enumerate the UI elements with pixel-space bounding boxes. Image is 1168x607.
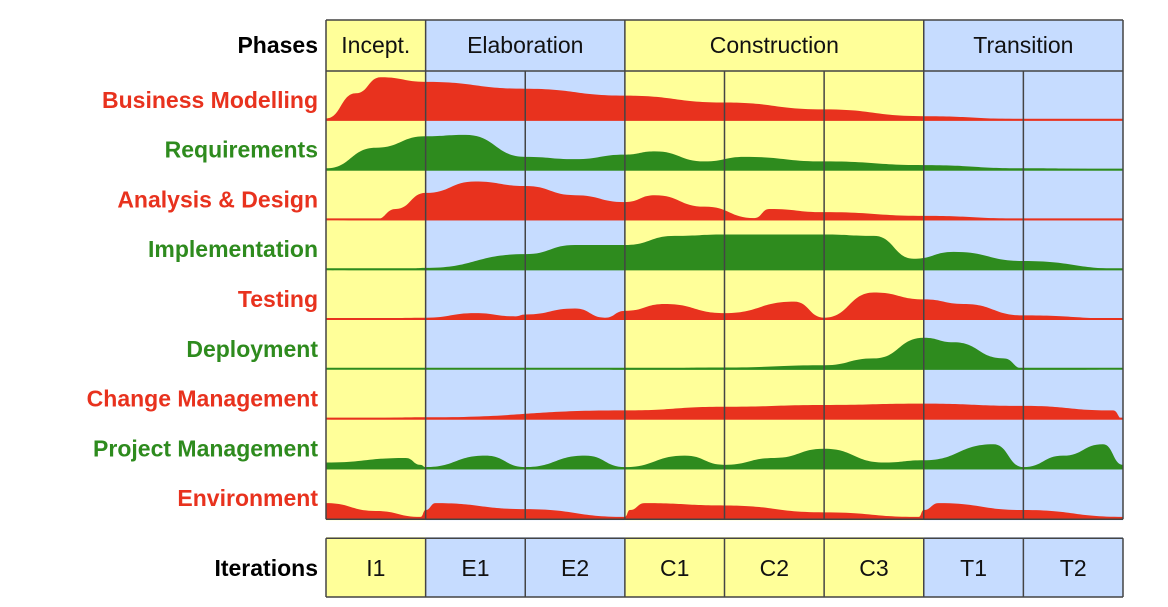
labels: Phases Iterations Incept. Elaboration Cons… (87, 32, 1087, 581)
discipline-label: Business Modelling (102, 87, 318, 113)
iteration-label: C3 (859, 555, 888, 581)
iteration-label: E1 (461, 555, 489, 581)
iteration-label: I1 (366, 555, 385, 581)
iterations-axis-title: Iterations (214, 555, 318, 581)
discipline-label: Deployment (186, 336, 318, 362)
phases-axis-title: Phases (237, 32, 318, 58)
gap-band (326, 520, 1123, 538)
phase-label: Incept. (341, 32, 410, 58)
phase-label: Transition (973, 32, 1073, 58)
discipline-label: Change Management (87, 386, 319, 412)
discipline-label: Project Management (93, 435, 318, 461)
phase-label: Construction (710, 32, 839, 58)
discipline-label: Testing (238, 286, 318, 312)
iteration-label: E2 (561, 555, 589, 581)
discipline-label: Implementation (148, 236, 318, 262)
discipline-label: Requirements (165, 137, 318, 163)
discipline-label: Environment (177, 485, 318, 511)
iteration-label: C1 (660, 555, 689, 581)
iteration-label: T2 (1060, 555, 1087, 581)
phase-label: Elaboration (467, 32, 583, 58)
iteration-label: C2 (760, 555, 789, 581)
iteration-label: T1 (960, 555, 987, 581)
discipline-label: Analysis & Design (117, 186, 318, 212)
grid-lines (325, 19, 1124, 598)
